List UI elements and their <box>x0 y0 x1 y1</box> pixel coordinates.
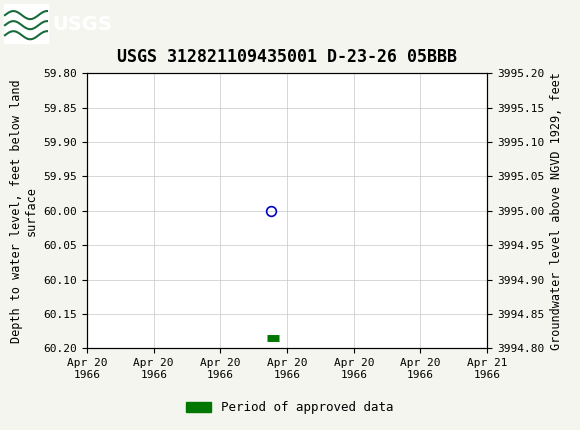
Title: USGS 312821109435001 D-23-26 05BBB: USGS 312821109435001 D-23-26 05BBB <box>117 48 457 66</box>
Y-axis label: Depth to water level, feet below land
surface: Depth to water level, feet below land su… <box>10 79 38 343</box>
Bar <box>4 4 48 43</box>
Legend: Period of approved data: Period of approved data <box>181 396 399 419</box>
Text: USGS: USGS <box>52 15 112 34</box>
Y-axis label: Groundwater level above NGVD 1929, feet: Groundwater level above NGVD 1929, feet <box>550 72 563 350</box>
